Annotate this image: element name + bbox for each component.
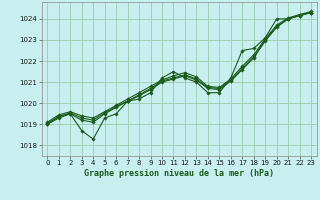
X-axis label: Graphe pression niveau de la mer (hPa): Graphe pression niveau de la mer (hPa) (84, 169, 274, 178)
